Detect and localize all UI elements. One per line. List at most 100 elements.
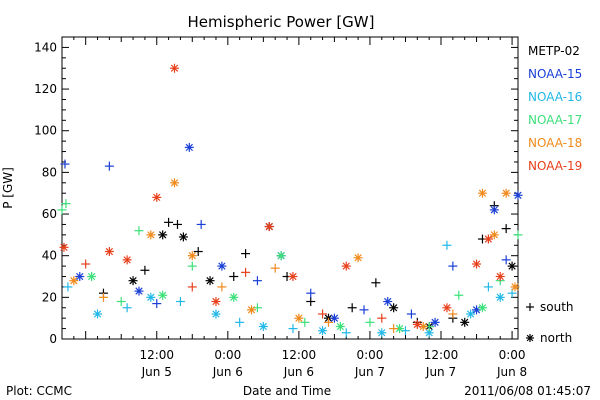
data-point bbox=[442, 303, 452, 313]
data-points bbox=[57, 63, 523, 338]
data-point bbox=[229, 292, 239, 302]
data-point bbox=[341, 261, 351, 271]
data-point bbox=[175, 297, 185, 307]
data-point bbox=[377, 313, 387, 323]
marker-legend: south north bbox=[526, 300, 574, 345]
data-point bbox=[75, 272, 85, 282]
data-point bbox=[59, 242, 69, 252]
legend-entry-noaa-19: NOAA-19 bbox=[528, 159, 582, 173]
data-point bbox=[365, 317, 375, 327]
series-noaa-18 bbox=[69, 178, 520, 334]
data-point bbox=[442, 240, 452, 250]
data-point bbox=[472, 259, 482, 269]
data-point bbox=[318, 309, 328, 319]
data-point bbox=[270, 263, 280, 273]
data-point bbox=[247, 305, 257, 315]
data-point bbox=[306, 297, 316, 307]
data-point bbox=[81, 259, 91, 269]
marker-legend-symbol-north bbox=[526, 334, 534, 342]
data-point bbox=[489, 205, 499, 215]
y-tick-label: 120 bbox=[34, 82, 57, 96]
data-point bbox=[241, 249, 251, 259]
data-point bbox=[306, 288, 316, 298]
data-point bbox=[495, 272, 505, 282]
data-point bbox=[172, 219, 182, 229]
data-point bbox=[300, 317, 310, 327]
data-point bbox=[122, 255, 132, 265]
data-point bbox=[288, 324, 298, 334]
data-point bbox=[276, 251, 286, 261]
data-point bbox=[61, 199, 71, 209]
data-point bbox=[371, 278, 381, 288]
data-point bbox=[205, 276, 215, 286]
data-point bbox=[258, 322, 268, 332]
data-point bbox=[430, 317, 440, 327]
x-tick-date-label: Jun 6 bbox=[212, 365, 243, 379]
x-tick-time-label: 12:00 bbox=[424, 348, 459, 362]
data-point bbox=[466, 309, 476, 319]
data-point bbox=[196, 219, 206, 229]
data-point bbox=[489, 230, 499, 240]
data-point bbox=[377, 328, 387, 338]
data-point bbox=[501, 188, 511, 198]
data-point bbox=[217, 282, 227, 292]
data-point bbox=[335, 322, 345, 332]
data-point bbox=[483, 282, 493, 292]
data-point bbox=[187, 282, 197, 292]
data-point bbox=[152, 299, 162, 309]
data-point bbox=[134, 286, 144, 296]
data-point bbox=[178, 232, 188, 242]
data-point bbox=[184, 142, 194, 152]
data-point bbox=[501, 255, 511, 265]
legend-entry-noaa-18: NOAA-18 bbox=[528, 136, 582, 150]
data-point bbox=[507, 261, 517, 271]
data-point bbox=[501, 224, 511, 234]
data-point bbox=[211, 309, 221, 319]
data-point bbox=[60, 159, 70, 169]
data-point bbox=[513, 230, 523, 240]
data-point bbox=[510, 282, 520, 292]
x-tick-time-label: 0:00 bbox=[214, 348, 241, 362]
legend-entry-noaa-17: NOAA-17 bbox=[528, 113, 582, 127]
series-noaa-16 bbox=[63, 240, 517, 338]
x-tick-date-label: Jun 7 bbox=[354, 365, 385, 379]
marker-legend-label-north: north bbox=[540, 331, 572, 345]
data-point bbox=[495, 292, 505, 302]
series-noaa-15 bbox=[60, 142, 523, 327]
data-point bbox=[294, 313, 304, 323]
legend-entry-metp-02: METP-02 bbox=[528, 44, 580, 58]
data-point bbox=[383, 297, 393, 307]
data-point bbox=[241, 267, 251, 277]
y-tick-label: 40 bbox=[42, 249, 57, 263]
data-point bbox=[128, 276, 138, 286]
data-point bbox=[63, 282, 73, 292]
data-point bbox=[341, 328, 351, 338]
data-point bbox=[211, 297, 221, 307]
data-point bbox=[146, 292, 156, 302]
data-point bbox=[460, 317, 470, 327]
data-point bbox=[93, 309, 103, 319]
x-tick-date-label: Jun 7 bbox=[425, 365, 456, 379]
data-point bbox=[406, 309, 416, 319]
data-point bbox=[347, 303, 357, 313]
data-point bbox=[187, 261, 197, 271]
legend-entry-noaa-16: NOAA-16 bbox=[528, 90, 582, 104]
data-point bbox=[252, 276, 262, 286]
data-point bbox=[318, 326, 328, 336]
data-point bbox=[104, 161, 114, 171]
x-axis-label: Date and Time bbox=[243, 384, 331, 398]
marker-legend-label-south: south bbox=[540, 300, 574, 314]
y-tick-label: 140 bbox=[34, 40, 57, 54]
data-point bbox=[187, 251, 197, 261]
x-tick-time-label: 12:00 bbox=[282, 348, 317, 362]
data-point bbox=[329, 313, 339, 323]
y-axis: 0 20 40 60 80 100 120 140 bbox=[34, 40, 518, 346]
data-point bbox=[477, 188, 487, 198]
data-point bbox=[217, 261, 227, 271]
data-point bbox=[116, 297, 126, 307]
x-tick-time-label: 0:00 bbox=[499, 348, 526, 362]
data-point bbox=[288, 272, 298, 282]
data-point bbox=[164, 217, 174, 227]
data-point bbox=[69, 276, 79, 286]
